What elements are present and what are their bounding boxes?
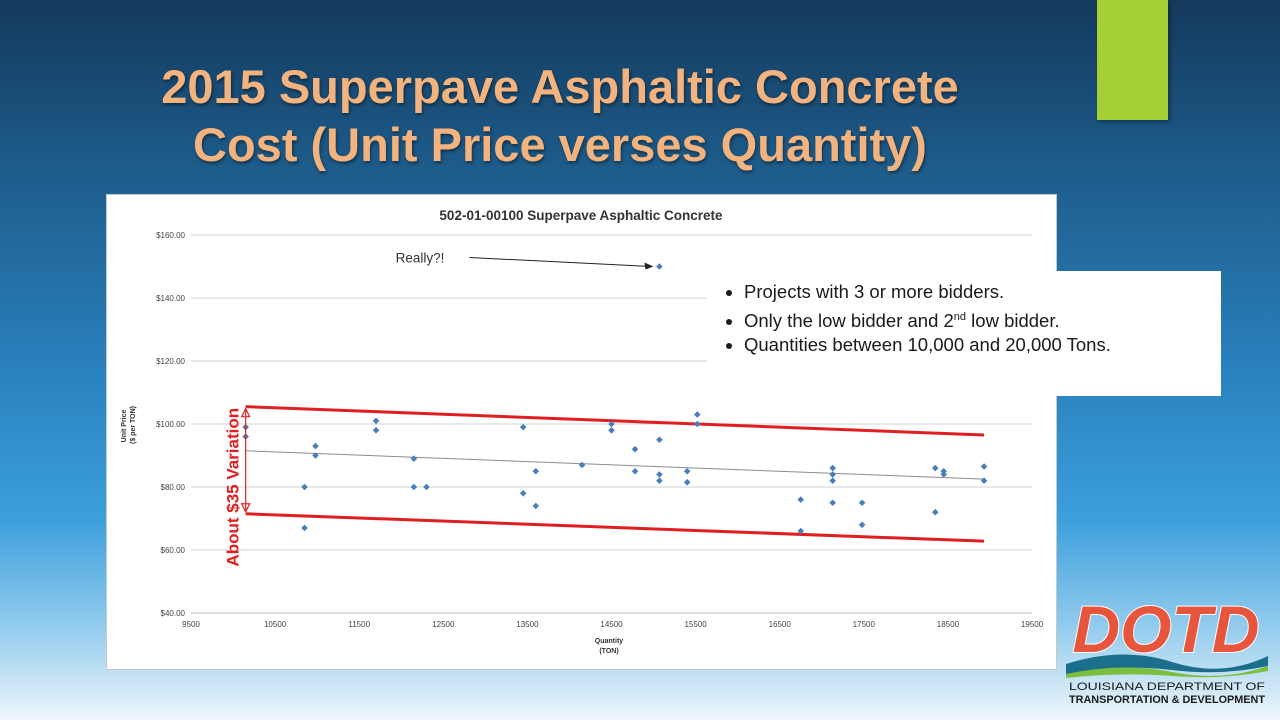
- upper-band-line: [245, 405, 985, 437]
- y-axis-unit: ($ per TON): [130, 406, 137, 444]
- y-tick-label: $160.00: [156, 231, 185, 240]
- data-point: [829, 471, 836, 478]
- data-point: [312, 442, 319, 450]
- trend-and-band-lines: [245, 405, 985, 543]
- gridlines: [191, 234, 1032, 614]
- accent-bar: [1097, 0, 1168, 120]
- x-axis-unit: (TON): [599, 648, 618, 655]
- data-point: [980, 477, 988, 484]
- data-point: [301, 483, 308, 491]
- data-point: [656, 471, 663, 478]
- outlier-label: Really?!: [396, 251, 445, 266]
- note-superscript: nd: [953, 310, 967, 323]
- data-point: [931, 508, 939, 516]
- x-tick-label: 9500: [182, 620, 200, 629]
- data-point: [372, 417, 380, 425]
- data-point: [410, 483, 418, 491]
- data-point: [829, 477, 836, 484]
- data-point: [683, 478, 691, 486]
- x-tick-label: 17500: [853, 620, 876, 629]
- data-point: [797, 496, 805, 503]
- variation-arrowhead-top: [240, 407, 251, 418]
- data-point: [656, 477, 663, 484]
- logo-line2: TRANSPORTATION & DEVELOPMENT: [1069, 694, 1265, 706]
- scatter-chart: 502-01-00100 Superpave Asphaltic Concret…: [121, 208, 1044, 655]
- y-axis-title: Unit Price ($ per TON): [121, 406, 137, 444]
- data-point: [532, 502, 540, 510]
- x-tick-label: 19500: [1021, 620, 1044, 629]
- data-point: [578, 461, 586, 469]
- data-point: [631, 445, 639, 453]
- data-point: [372, 427, 380, 434]
- y-tick-label: $60.00: [161, 546, 186, 555]
- y-tick-labels: $40.00 $60.00 $80.00 $100.00 $120.00 $140.00 $…: [156, 231, 185, 618]
- y-tick-label: $40.00: [161, 609, 186, 618]
- slide-title-line1: 2015 Superpave Asphaltic Concrete: [161, 60, 959, 113]
- data-point: [532, 467, 540, 475]
- data-point: [693, 411, 701, 418]
- data-point: [797, 527, 805, 535]
- logo-swoosh-teal: [1066, 654, 1268, 674]
- chart-frame: 502-01-00100 Superpave Asphaltic Concret…: [106, 194, 1057, 670]
- x-tick-label: 14500: [600, 620, 623, 629]
- y-tick-label: $80.00: [161, 483, 186, 492]
- note-item: Only the low bidder and 2nd low bidder.: [744, 305, 1209, 334]
- variation-label: About $35 Variation: [224, 408, 243, 567]
- x-tick-label: 16500: [769, 620, 792, 629]
- note-item: Projects with 3 or more bidders.: [744, 280, 1209, 305]
- y-tick-label: $120.00: [156, 357, 185, 366]
- slide-title-line2: Cost (Unit Price verses Quantity): [193, 118, 927, 171]
- lower-band-line: [245, 512, 985, 543]
- chart-annotations: Really?! About $35 Variation: [224, 251, 654, 567]
- data-point: [410, 455, 418, 462]
- logo-wordmark: DOTD: [1073, 592, 1260, 666]
- note-text: low bidder.: [966, 309, 1060, 331]
- data-points: [242, 263, 988, 535]
- notes-list: Projects with 3 or more bidders. Only th…: [717, 280, 1209, 358]
- y-axis-label: Unit Price: [121, 410, 128, 443]
- data-point: [301, 524, 308, 532]
- x-tick-label: 11500: [348, 620, 370, 629]
- slide-title: 2015 Superpave Asphaltic Concrete Cost (…: [60, 58, 1060, 174]
- x-tick-label: 10500: [264, 620, 287, 629]
- data-point: [858, 521, 866, 529]
- data-point: [519, 423, 527, 431]
- logo-swoosh-green: [1066, 666, 1268, 678]
- outlier-arrow: [469, 257, 651, 267]
- data-point: [980, 463, 988, 470]
- x-tick-labels: 9500 10500 11500 12500 13500 14500 15500 16500 1…: [182, 620, 1044, 629]
- data-point: [683, 467, 691, 475]
- data-point: [940, 471, 947, 478]
- data-point: [519, 490, 527, 497]
- x-tick-label: 18500: [937, 620, 960, 629]
- data-point: [858, 499, 866, 507]
- note-text: Only the low bidder and 2: [744, 309, 954, 331]
- data-point: [608, 427, 615, 434]
- data-point: [829, 499, 836, 507]
- x-tick-label: 12500: [432, 620, 455, 629]
- data-point: [931, 464, 939, 472]
- data-point: [693, 420, 701, 428]
- note-item: Quantities between 10,000 and 20,000 Ton…: [744, 333, 1209, 358]
- outlier-arrowhead: [644, 262, 654, 270]
- x-tick-label: 13500: [516, 620, 539, 629]
- dotd-logo: DOTD LOUISIANA DEPARTMENT OF TRANSPORTAT…: [1066, 591, 1268, 706]
- variation-arrowhead-bottom: [240, 503, 251, 514]
- data-point: [829, 464, 836, 472]
- y-tick-label: $140.00: [156, 294, 185, 303]
- data-point: [423, 483, 430, 491]
- x-axis-label: Quantity: [595, 638, 623, 645]
- trendline: [245, 450, 985, 480]
- y-tick-label: $100.00: [156, 420, 185, 429]
- data-point: [312, 452, 319, 459]
- logo-line1: LOUISIANA DEPARTMENT OF: [1069, 681, 1265, 693]
- notes-box: Projects with 3 or more bidders. Only th…: [707, 271, 1221, 396]
- chart-title: 502-01-00100 Superpave Asphaltic Concret…: [439, 208, 723, 223]
- data-point: [631, 467, 639, 475]
- data-point: [656, 263, 663, 270]
- x-tick-label: 15500: [684, 620, 707, 629]
- data-point: [656, 436, 663, 444]
